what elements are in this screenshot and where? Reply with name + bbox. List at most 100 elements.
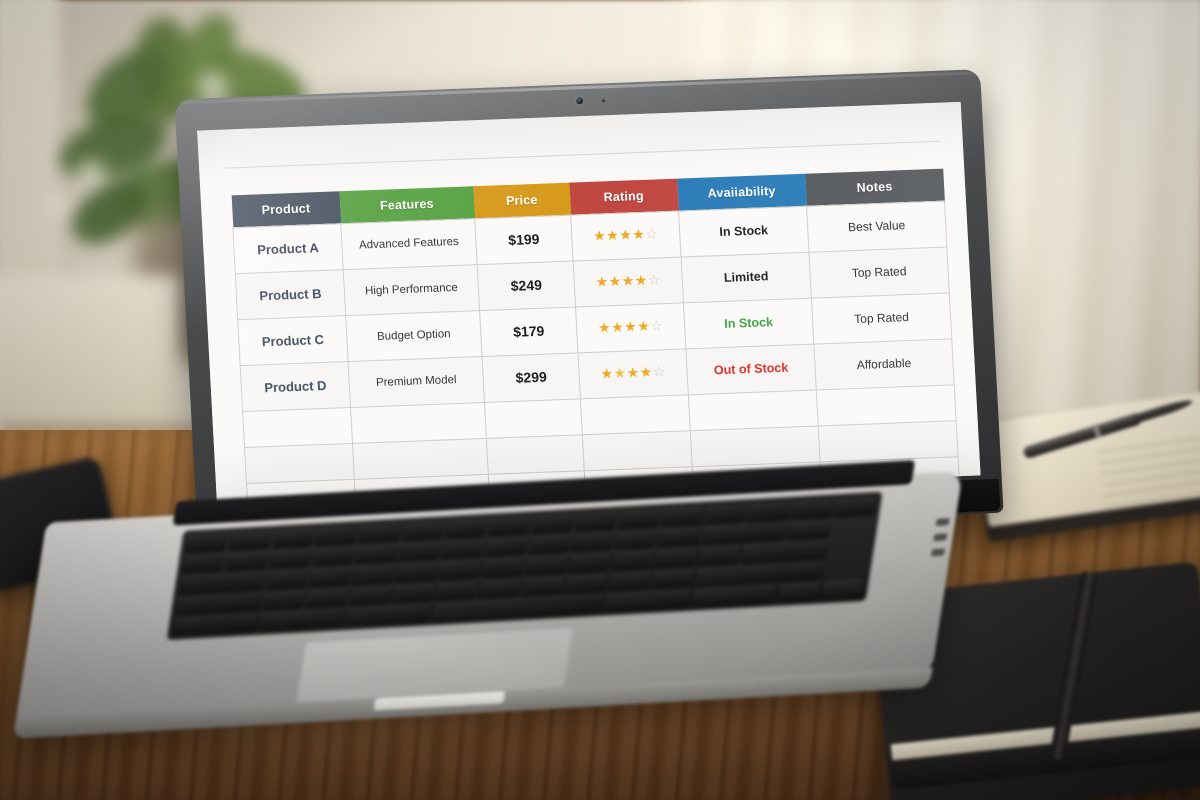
keyboard-key[interactable] (435, 580, 479, 600)
keyboard-key[interactable] (185, 533, 229, 554)
keyboard-key[interactable] (481, 557, 525, 577)
cell-empty[interactable] (242, 407, 353, 448)
keyboard-key[interactable] (651, 568, 695, 588)
keyboard-key[interactable] (697, 545, 741, 565)
keyboard-key[interactable] (395, 562, 439, 582)
cell-product[interactable]: Product C (237, 315, 349, 366)
column-header-rating[interactable]: Rating (568, 178, 679, 215)
column-header-product[interactable]: Product (231, 191, 341, 228)
keyboard-key[interactable] (777, 581, 821, 601)
cell-product[interactable]: Product A (232, 223, 344, 274)
cell-product[interactable]: Product B (235, 269, 346, 320)
cell-notes[interactable]: Best Value (806, 200, 947, 252)
cell-empty[interactable] (352, 437, 489, 479)
keyboard-key[interactable] (660, 506, 704, 527)
cell-rating[interactable]: ★★★★☆ (573, 256, 684, 307)
keyboard-key[interactable] (259, 607, 346, 630)
cell-empty[interactable] (580, 394, 691, 435)
keyboard-key[interactable] (700, 522, 788, 545)
keyboard-key[interactable] (617, 509, 661, 529)
keyboard-key[interactable] (262, 589, 306, 610)
cell-empty[interactable] (350, 401, 487, 443)
keyboard-key[interactable] (181, 553, 225, 574)
keyboard-key[interactable] (175, 592, 262, 615)
keyboard-key[interactable] (401, 521, 445, 541)
keyboard-key[interactable] (311, 546, 355, 567)
cell-price[interactable]: $179 (479, 306, 578, 357)
cell-rating[interactable]: ★★★★☆ (570, 210, 681, 261)
cell-empty[interactable] (818, 420, 959, 462)
column-header-price[interactable]: Price (472, 182, 571, 219)
keyboard-key[interactable] (704, 504, 748, 525)
keyboard-key[interactable] (614, 529, 658, 550)
keyboard-key[interactable] (391, 582, 435, 603)
keyboard-key[interactable] (308, 567, 352, 587)
keyboard-key[interactable] (487, 516, 531, 537)
keyboard-key[interactable] (268, 549, 312, 569)
keyboard-key[interactable] (527, 534, 571, 555)
keyboard-key[interactable] (821, 578, 865, 599)
keyboard-key[interactable] (691, 583, 778, 606)
keyboard-key[interactable] (345, 603, 432, 626)
cell-empty[interactable] (486, 434, 585, 474)
cell-price[interactable]: $299 (482, 352, 581, 402)
cell-features[interactable]: Premium Model (348, 356, 485, 408)
cell-price[interactable]: $199 (474, 214, 574, 265)
keyboard-key[interactable] (441, 539, 485, 559)
column-header-features[interactable]: Features (339, 186, 475, 224)
cell-availability[interactable]: Out of Stock (685, 343, 817, 395)
keyboard-key[interactable] (568, 552, 611, 573)
cell-features[interactable]: Budget Option (345, 310, 483, 362)
keyboard-key[interactable] (654, 547, 698, 568)
cell-availability[interactable]: Limited (680, 251, 812, 303)
keyboard-key[interactable] (265, 569, 309, 590)
keyboard-key[interactable] (305, 587, 349, 608)
keyboard-key[interactable] (438, 559, 482, 580)
keyboard-key[interactable] (444, 518, 488, 539)
cell-empty[interactable] (484, 398, 583, 438)
cell-empty[interactable] (690, 425, 821, 467)
cell-availability[interactable]: In Stock (678, 205, 809, 257)
cell-product[interactable]: Product D (240, 361, 351, 412)
keyboard-key[interactable] (657, 527, 701, 547)
keyboard-key[interactable] (348, 585, 392, 605)
cell-empty[interactable] (582, 430, 693, 471)
keyboard-key[interactable] (833, 497, 877, 517)
cell-features[interactable]: Advanced Features (340, 218, 478, 270)
keyboard-key[interactable] (178, 571, 266, 594)
keyboard-key[interactable] (228, 531, 272, 551)
cell-rating[interactable]: ★★★★☆ (575, 302, 686, 353)
cell-availability[interactable]: In Stock (683, 297, 814, 349)
keyboard-key[interactable] (790, 499, 834, 520)
keyboard-key[interactable] (225, 551, 269, 572)
cell-features[interactable]: High Performance (343, 264, 480, 316)
keyboard-key[interactable] (172, 612, 259, 635)
keyboard-key[interactable] (358, 523, 402, 544)
keyboard-key[interactable] (521, 575, 565, 595)
keyboard-key[interactable] (271, 528, 315, 549)
keyboard-key[interactable] (354, 544, 398, 564)
cell-empty[interactable] (816, 384, 957, 426)
keyboard-key[interactable] (524, 554, 568, 575)
cell-empty[interactable] (688, 389, 819, 431)
cell-notes[interactable]: Top Rated (811, 292, 952, 344)
keyboard-key[interactable] (608, 570, 652, 591)
cell-empty[interactable] (244, 442, 355, 483)
keyboard-key[interactable] (611, 550, 655, 570)
keyboard-key[interactable] (574, 511, 618, 532)
keyboard-key[interactable] (604, 588, 692, 611)
keyboard-key[interactable] (571, 532, 615, 552)
keyboard-key[interactable] (314, 526, 358, 546)
column-header-notes[interactable]: Notes (804, 168, 945, 206)
cell-notes[interactable]: Top Rated (808, 246, 950, 298)
keyboard-key[interactable] (741, 540, 828, 563)
cell-rating[interactable]: ★★★★☆ (577, 348, 689, 399)
column-header-availability[interactable]: Avaiiability (676, 173, 807, 211)
keyboard-key[interactable] (787, 520, 831, 540)
keyboard-key[interactable] (398, 541, 442, 562)
keyboard-key[interactable] (531, 514, 575, 534)
keyboard-key[interactable] (351, 564, 395, 585)
keyboard-key[interactable] (564, 572, 608, 593)
cell-notes[interactable]: Affordable (813, 338, 955, 390)
keyboard-key[interactable] (478, 577, 522, 598)
